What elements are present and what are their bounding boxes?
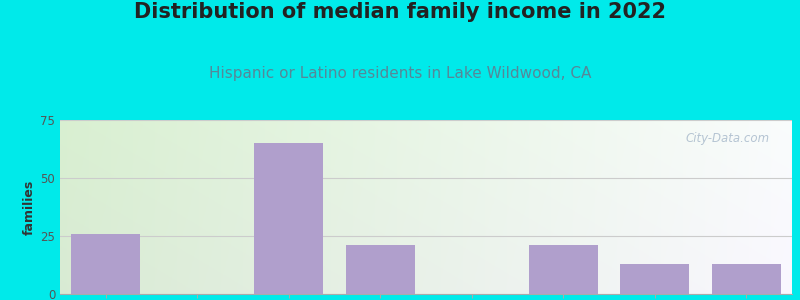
- Text: Distribution of median family income in 2022: Distribution of median family income in …: [134, 2, 666, 22]
- Bar: [346, 245, 414, 294]
- Bar: [254, 143, 323, 294]
- Bar: [71, 234, 140, 294]
- Text: City-Data.com: City-Data.com: [686, 132, 770, 145]
- Y-axis label: families: families: [23, 179, 36, 235]
- Bar: [621, 264, 689, 294]
- Bar: [529, 245, 598, 294]
- Bar: [712, 264, 781, 294]
- Text: Hispanic or Latino residents in Lake Wildwood, CA: Hispanic or Latino residents in Lake Wil…: [209, 66, 591, 81]
